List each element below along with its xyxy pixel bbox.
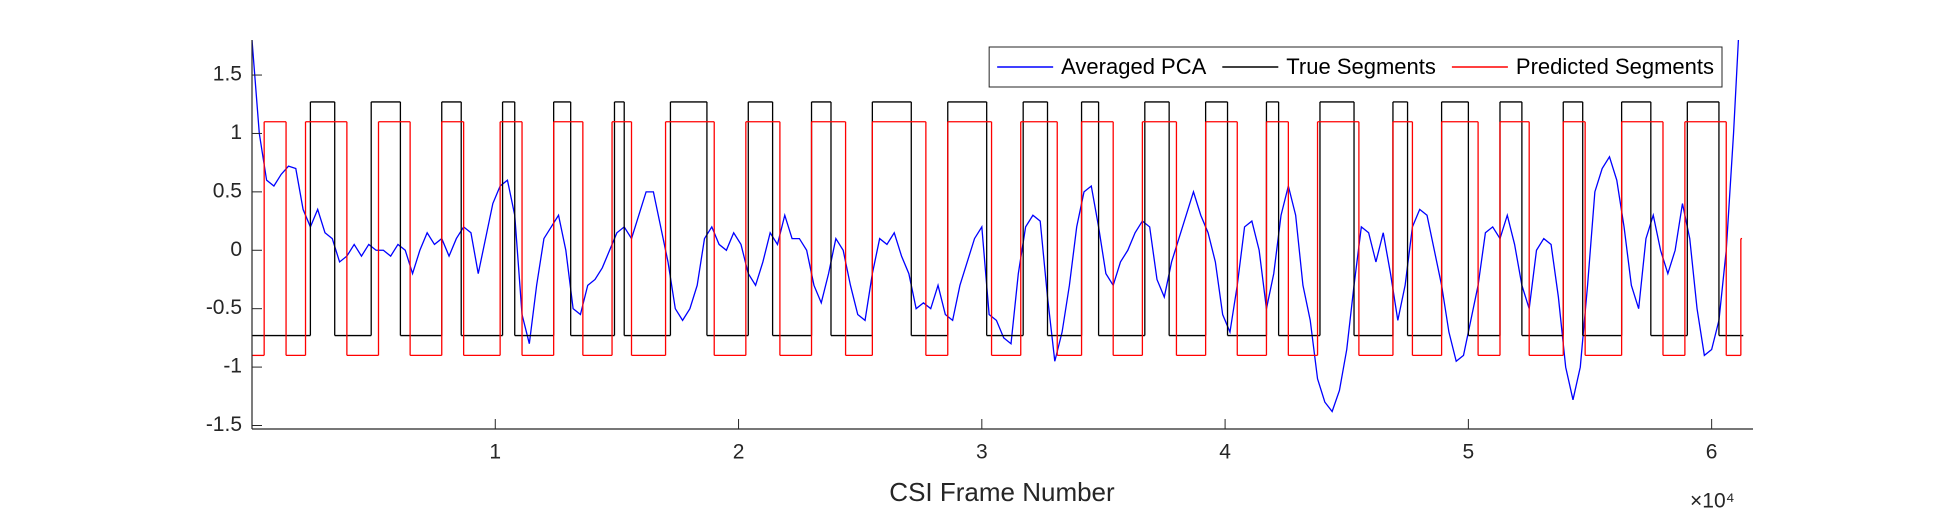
legend-label: Predicted Segments bbox=[1516, 54, 1714, 79]
x-tick-label: 3 bbox=[976, 441, 988, 464]
y-tick-label: -1.5 bbox=[206, 413, 242, 436]
y-tick-label: -1 bbox=[223, 355, 242, 378]
plot-area bbox=[252, 40, 1744, 413]
x-tick-label: 5 bbox=[1463, 441, 1475, 464]
y-tick-label: -0.5 bbox=[206, 296, 242, 319]
y-tick-label: 1.5 bbox=[213, 63, 242, 86]
legend-box bbox=[988, 46, 1723, 88]
y-tick-label: 0 bbox=[230, 238, 242, 261]
x-tick-label: 2 bbox=[733, 441, 745, 464]
legend: Averaged PCA True Segments Predicted Segme… bbox=[988, 46, 1723, 88]
y-tick-label: 0.5 bbox=[213, 179, 242, 202]
x-axis-label: CSI Frame Number bbox=[889, 477, 1115, 507]
x-tick-label: 1 bbox=[489, 441, 501, 464]
y-tick-label: 1 bbox=[230, 121, 242, 144]
x-exponent-label: ×10⁴ bbox=[1690, 490, 1735, 513]
x-tick-label: 6 bbox=[1706, 441, 1718, 464]
legend-label: Averaged PCA bbox=[1061, 54, 1206, 79]
x-tick-label: 4 bbox=[1219, 441, 1231, 464]
legend-label: True Segments bbox=[1286, 54, 1436, 79]
